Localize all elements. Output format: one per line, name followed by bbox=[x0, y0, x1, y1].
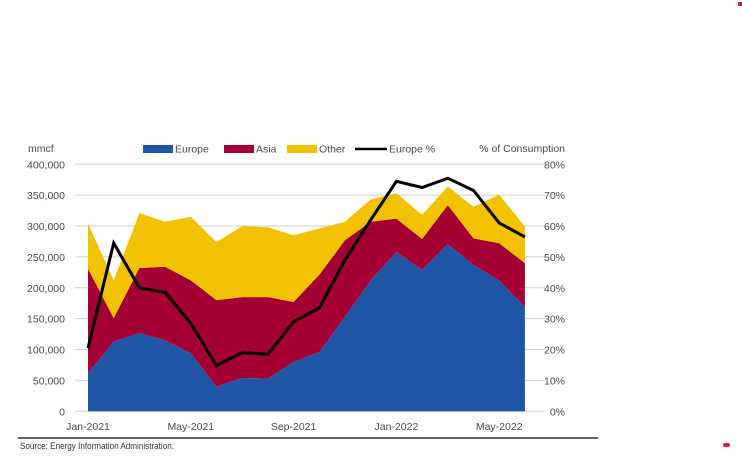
legend-label: Asia bbox=[256, 144, 277, 156]
legend: Europe Asia Other Europe % bbox=[143, 144, 435, 156]
legend-swatch bbox=[143, 145, 173, 153]
area-other bbox=[88, 186, 525, 319]
legend-swatch bbox=[287, 145, 317, 153]
line-series bbox=[86, 176, 526, 368]
x-tick-label: Jan-2022 bbox=[375, 421, 419, 433]
right-axis: 0% 10% 20% 30% 40% 50% 60% 70% 80% bbox=[544, 159, 565, 418]
area-asia bbox=[88, 205, 525, 387]
left-tick-label: 250,000 bbox=[27, 252, 65, 264]
right-tick-label: 40% bbox=[544, 283, 565, 295]
left-tick-label: 300,000 bbox=[27, 221, 65, 233]
right-axis-title: % of Consumption bbox=[479, 143, 565, 155]
right-tick-label: 10% bbox=[544, 375, 565, 387]
left-tick-label: 100,000 bbox=[27, 345, 65, 357]
x-tick-label: Sep-2021 bbox=[271, 421, 317, 433]
legend-label: Europe bbox=[175, 144, 209, 156]
x-tick-label: Jan-2021 bbox=[66, 421, 110, 433]
right-tick-label: 0% bbox=[550, 406, 565, 418]
right-tick-label: 30% bbox=[544, 314, 565, 326]
x-axis: Jan-2021 May-2021 Sep-2021 Jan-2022 May-2022 bbox=[66, 421, 523, 433]
source-note: Source: Energy Information Administratio… bbox=[20, 441, 174, 451]
right-tick-label: 50% bbox=[544, 252, 565, 264]
corner-marker bbox=[738, 2, 742, 6]
x-tick-label: May-2021 bbox=[167, 421, 214, 433]
legend-label: Europe % bbox=[389, 144, 435, 156]
left-axis: 0 50,000 100,000 150,000 200,000 250,000 300,0… bbox=[27, 159, 65, 418]
right-tick-label: 70% bbox=[544, 190, 565, 202]
left-tick-label: 50,000 bbox=[33, 375, 65, 387]
left-tick-label: 0 bbox=[59, 406, 65, 418]
x-tick-label: May-2022 bbox=[476, 421, 523, 433]
area-europe bbox=[88, 244, 525, 412]
corner-marker bbox=[723, 443, 730, 447]
left-tick-label: 400,000 bbox=[27, 159, 65, 171]
area-series bbox=[88, 186, 525, 412]
legend-swatch bbox=[224, 145, 254, 153]
left-tick-label: 350,000 bbox=[27, 190, 65, 202]
right-tick-label: 60% bbox=[544, 221, 565, 233]
line-europe-pct bbox=[86, 176, 526, 368]
legend-label: Other bbox=[319, 144, 346, 156]
left-tick-label: 200,000 bbox=[27, 283, 65, 295]
right-tick-label: 80% bbox=[544, 159, 565, 171]
left-axis-title: mmcf bbox=[28, 143, 54, 155]
left-tick-label: 150,000 bbox=[27, 314, 65, 326]
right-tick-label: 20% bbox=[544, 345, 565, 357]
